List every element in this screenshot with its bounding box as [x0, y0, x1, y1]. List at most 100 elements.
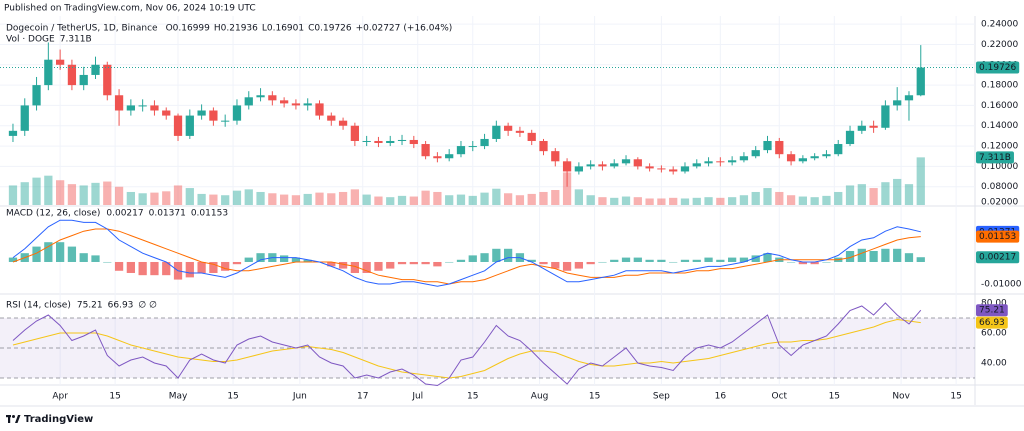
change-value: +0.02727 — [356, 24, 401, 34]
volume-bar — [680, 198, 690, 205]
candle-body — [409, 139, 418, 145]
rsi-ma-badge-bg — [976, 316, 1008, 329]
volume-bar — [786, 195, 796, 205]
x-tick-label: Oct — [772, 392, 788, 402]
volume-bar — [280, 194, 289, 205]
histogram-bar — [445, 261, 454, 263]
candle-body — [515, 130, 525, 133]
candle-body — [775, 140, 784, 155]
rsi-title: RSI (14, close) — [6, 301, 71, 311]
histogram-bar — [798, 261, 807, 265]
candle-body — [44, 59, 53, 86]
volume-bar — [716, 197, 725, 205]
x-tick-label: Nov — [892, 392, 910, 402]
histogram-bar — [716, 259, 725, 262]
ohlc-value: 0.16999 — [173, 24, 210, 34]
x-tick-label: 15 — [109, 392, 120, 402]
histogram-bar — [244, 257, 253, 262]
histogram-bar — [374, 261, 383, 271]
last-price-badge-text: 0.19726 — [979, 63, 1016, 73]
histogram-bar — [751, 255, 760, 262]
histogram-bar — [232, 261, 242, 265]
volume-bar — [103, 181, 112, 205]
candle-body — [834, 144, 843, 155]
candle-body — [504, 125, 513, 131]
candle-body — [763, 140, 772, 151]
histogram-bar — [504, 248, 513, 262]
histogram-bar — [209, 261, 218, 273]
histogram-bar — [539, 261, 548, 265]
histogram-bar — [633, 257, 642, 262]
histogram-bar — [280, 255, 289, 262]
histogram-bar — [56, 242, 65, 262]
volume-bar — [893, 178, 902, 205]
volume-bar — [374, 196, 383, 205]
rsi-value: 75.21 — [77, 301, 103, 311]
histogram-bar — [409, 261, 418, 265]
volume-bar — [515, 195, 525, 205]
volume-bar — [834, 191, 843, 205]
volume-bar — [551, 190, 560, 205]
histogram-bar — [598, 261, 607, 263]
volume-bar — [657, 198, 666, 205]
volume-bar — [692, 197, 701, 205]
signal-badge-text: 0.01153 — [979, 232, 1016, 242]
candle-body — [315, 103, 324, 116]
histogram-bar — [185, 261, 194, 278]
histogram-bar — [103, 261, 112, 263]
volume-bar — [621, 196, 631, 205]
change-percent: (+16.04%) — [403, 24, 452, 34]
histogram-bar — [786, 261, 796, 263]
histogram-bar — [680, 259, 690, 262]
histogram-bar — [114, 261, 124, 271]
candle-body — [197, 110, 206, 116]
volume-bar — [598, 197, 607, 205]
volume-bar — [315, 192, 324, 205]
volume-bar — [704, 197, 713, 205]
volume-bar — [126, 191, 135, 205]
candle-body — [397, 139, 407, 141]
x-tick-label: Apr — [52, 392, 68, 402]
candle-body — [480, 138, 489, 147]
x-tick-label: May — [169, 392, 188, 402]
symbol-title: Dogecoin / TetherUS, 1D, Binance — [6, 24, 158, 34]
candle-body — [621, 159, 631, 164]
histogram-bar — [527, 259, 536, 262]
candle-body — [91, 64, 100, 75]
volume-bar — [138, 193, 147, 205]
x-tick-label: 15 — [950, 392, 961, 402]
volume-bar — [433, 191, 442, 205]
volume-bar — [810, 197, 819, 205]
rsi-ma-badge-text: 66.93 — [979, 318, 1005, 328]
histogram-badge: 0.00217 — [976, 251, 1020, 264]
histogram-bar — [327, 261, 336, 267]
rsi-ma-value: 66.93 — [108, 301, 134, 311]
volume-bar — [468, 195, 477, 205]
macd-title: MACD (12, 26, close) — [6, 209, 100, 219]
volume-bar — [916, 157, 925, 205]
x-tick-label: 15 — [227, 392, 238, 402]
volume-bar — [173, 185, 183, 205]
candle-body — [704, 161, 713, 164]
x-tick-label: 17 — [357, 392, 368, 402]
candle-body — [374, 140, 383, 144]
candle-body — [20, 105, 29, 131]
volume-bar — [67, 184, 77, 205]
volume-bar — [79, 185, 88, 205]
volume-badge-text: 7.311B — [979, 153, 1011, 163]
volume-bar — [209, 194, 218, 205]
volume-bar — [44, 175, 53, 205]
y-tick-label: 80.00 — [981, 299, 1007, 309]
histogram-bar — [562, 261, 572, 271]
volume-bar — [645, 198, 654, 205]
volume-bar — [845, 185, 855, 205]
x-tick-label: 16 — [715, 392, 727, 402]
candle-body — [268, 95, 277, 101]
candle-body — [244, 97, 253, 106]
candle-body — [79, 74, 88, 86]
volume-bar — [197, 193, 206, 205]
published-note: Published on TradingView.com, Nov 06, 20… — [4, 4, 256, 14]
volume-bar — [185, 188, 194, 205]
rsi-extra: ∅ ∅ — [138, 301, 157, 311]
